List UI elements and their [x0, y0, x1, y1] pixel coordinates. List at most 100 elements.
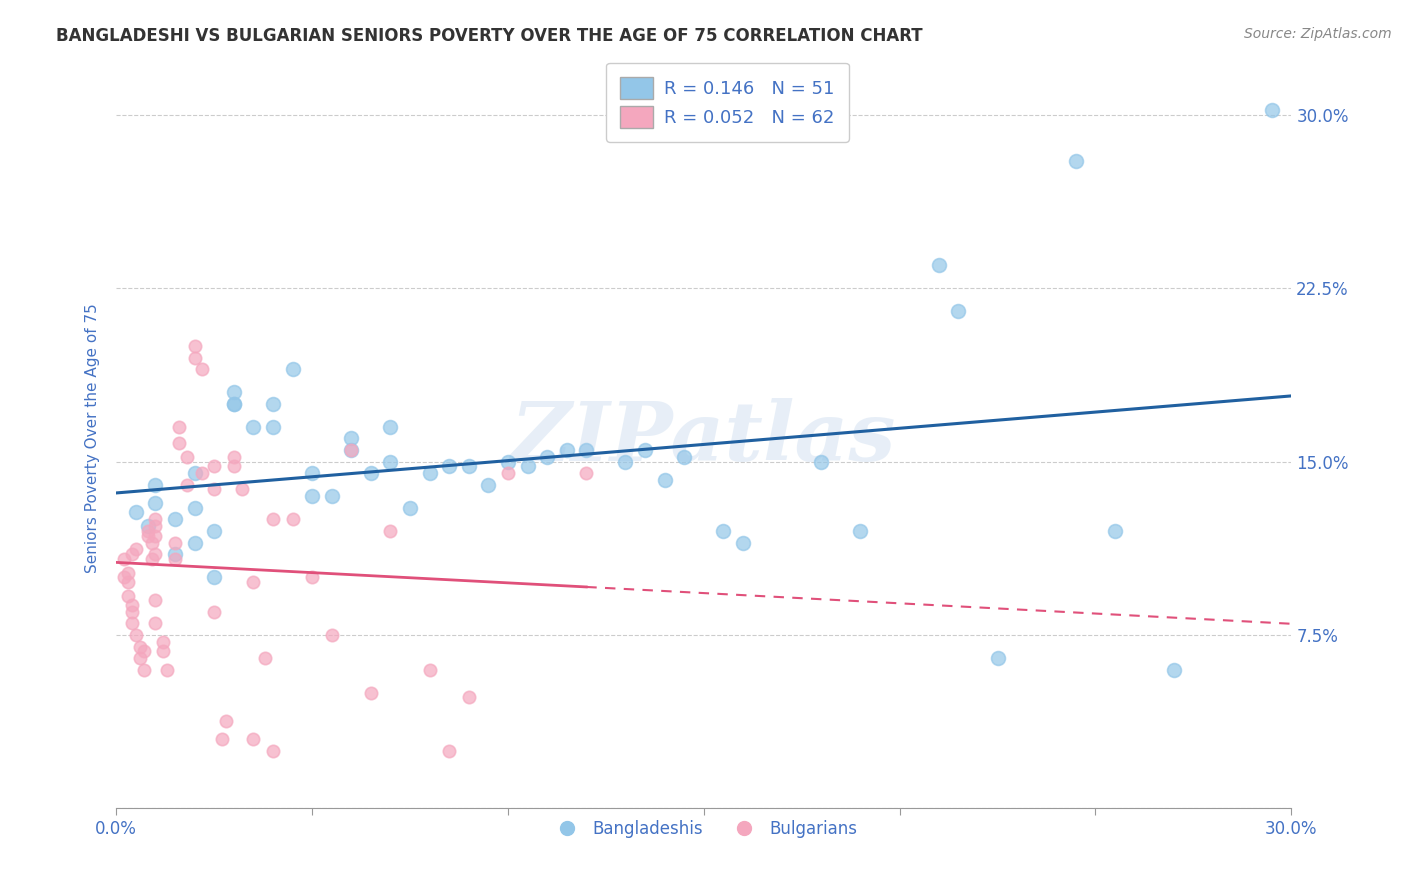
Point — [132, 663, 155, 677]
Point — [457, 690, 479, 705]
Point — [145, 512, 167, 526]
Point — [222, 450, 245, 464]
Point — [183, 339, 205, 353]
Point — [262, 512, 284, 526]
Point — [419, 663, 441, 677]
Point — [254, 651, 277, 665]
Point — [262, 397, 284, 411]
Point — [634, 443, 657, 458]
Point — [849, 524, 872, 538]
Point — [810, 454, 832, 468]
Point — [183, 500, 205, 515]
Point — [437, 459, 460, 474]
Point — [163, 535, 186, 549]
Point — [1163, 663, 1185, 677]
Point — [380, 420, 402, 434]
Point — [340, 443, 363, 458]
Point — [301, 570, 323, 584]
Point — [128, 651, 150, 665]
Point — [152, 635, 174, 649]
Point — [145, 547, 167, 561]
Point — [516, 459, 538, 474]
Point — [222, 459, 245, 474]
Legend: Bangladeshis, Bulgarians: Bangladeshis, Bulgarians — [544, 814, 863, 845]
Point — [301, 489, 323, 503]
Point — [496, 466, 519, 480]
Point — [262, 744, 284, 758]
Point — [1104, 524, 1126, 538]
Point — [141, 535, 163, 549]
Point — [614, 454, 637, 468]
Point — [202, 605, 225, 619]
Point — [575, 466, 598, 480]
Point — [167, 436, 190, 450]
Point — [496, 454, 519, 468]
Point — [215, 714, 238, 728]
Point — [202, 524, 225, 538]
Point — [145, 477, 167, 491]
Point — [1261, 103, 1284, 117]
Point — [145, 616, 167, 631]
Point — [136, 528, 159, 542]
Point — [477, 477, 499, 491]
Point — [222, 385, 245, 400]
Point — [380, 524, 402, 538]
Point — [242, 420, 264, 434]
Point — [128, 640, 150, 654]
Point — [112, 570, 135, 584]
Point — [575, 443, 598, 458]
Point — [673, 450, 696, 464]
Point — [242, 732, 264, 747]
Point — [202, 459, 225, 474]
Point — [360, 466, 382, 480]
Point — [731, 535, 754, 549]
Point — [163, 551, 186, 566]
Point — [112, 551, 135, 566]
Point — [145, 593, 167, 607]
Point — [191, 362, 214, 376]
Point — [1064, 154, 1087, 169]
Point — [281, 362, 304, 376]
Point — [419, 466, 441, 480]
Point — [555, 443, 578, 458]
Point — [176, 450, 198, 464]
Point — [340, 443, 363, 458]
Point — [176, 477, 198, 491]
Point — [132, 644, 155, 658]
Point — [121, 598, 143, 612]
Point — [202, 570, 225, 584]
Point — [928, 258, 950, 272]
Point — [202, 483, 225, 497]
Point — [152, 644, 174, 658]
Text: ZIPatlas: ZIPatlas — [510, 399, 897, 478]
Point — [222, 397, 245, 411]
Point — [281, 512, 304, 526]
Point — [167, 420, 190, 434]
Point — [437, 744, 460, 758]
Point — [321, 628, 343, 642]
Point — [117, 566, 139, 580]
Point — [399, 500, 422, 515]
Point — [457, 459, 479, 474]
Point — [183, 466, 205, 480]
Point — [262, 420, 284, 434]
Point — [121, 616, 143, 631]
Text: BANGLADESHI VS BULGARIAN SENIORS POVERTY OVER THE AGE OF 75 CORRELATION CHART: BANGLADESHI VS BULGARIAN SENIORS POVERTY… — [56, 27, 922, 45]
Point — [654, 473, 676, 487]
Point — [136, 524, 159, 538]
Point — [301, 466, 323, 480]
Point — [125, 542, 148, 557]
Point — [117, 589, 139, 603]
Point — [231, 483, 253, 497]
Point — [163, 512, 186, 526]
Point — [713, 524, 735, 538]
Point — [125, 628, 148, 642]
Point — [948, 304, 970, 318]
Y-axis label: Seniors Poverty Over the Age of 75: Seniors Poverty Over the Age of 75 — [86, 303, 100, 574]
Text: Source: ZipAtlas.com: Source: ZipAtlas.com — [1244, 27, 1392, 41]
Point — [242, 574, 264, 589]
Point — [360, 686, 382, 700]
Point — [136, 519, 159, 533]
Point — [125, 506, 148, 520]
Point — [536, 450, 558, 464]
